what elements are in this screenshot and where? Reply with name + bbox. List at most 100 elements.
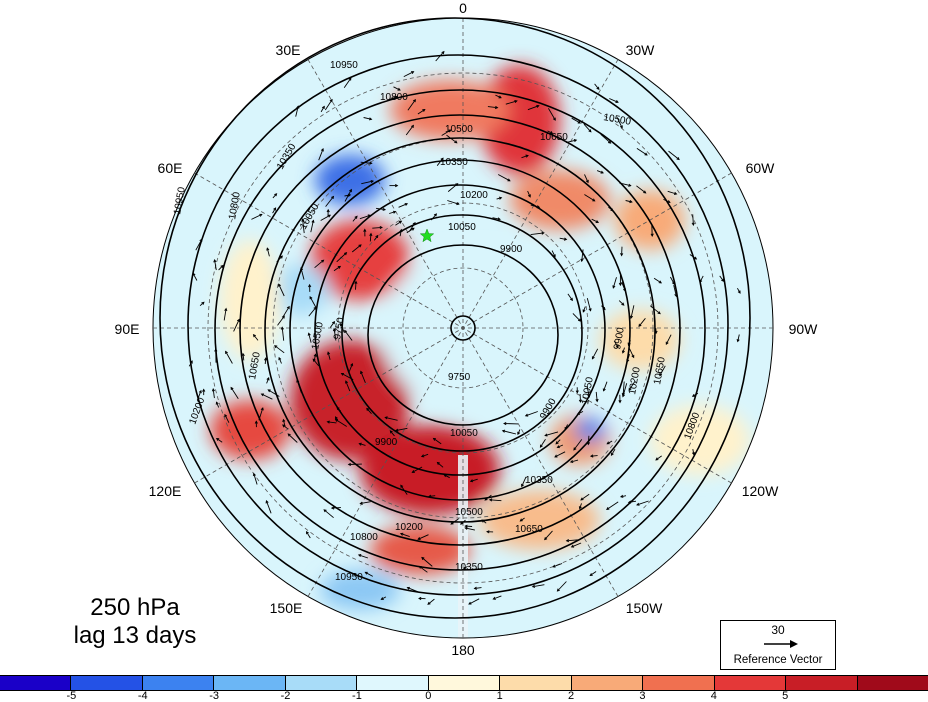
wind-vector-head	[627, 500, 632, 504]
contour-label: 10650	[540, 132, 568, 143]
wind-vector	[527, 190, 531, 198]
wind-vector-head	[569, 459, 574, 464]
wind-vector-head	[343, 252, 348, 256]
wind-vector	[278, 357, 282, 364]
shading-field	[153, 18, 773, 638]
wind-vector-head	[350, 362, 354, 367]
wind-vector-head	[267, 389, 271, 393]
contour-label: 10950	[330, 60, 358, 71]
wind-vector	[360, 501, 371, 505]
wind-vector	[365, 571, 374, 577]
wind-vector	[638, 318, 646, 327]
wind-vector	[359, 214, 371, 220]
wind-vector-head	[260, 407, 264, 411]
wind-vector	[333, 328, 337, 341]
wind-vector	[329, 321, 335, 328]
wind-vector-head	[281, 315, 285, 319]
wind-vector	[551, 250, 556, 257]
wind-vector-head	[347, 193, 352, 197]
wind-vector-head	[619, 494, 624, 498]
wind-vector	[436, 157, 444, 166]
wind-vector-head	[266, 377, 270, 381]
wind-vector	[433, 438, 442, 445]
wind-vector	[302, 219, 305, 234]
wind-vector-head	[433, 213, 438, 217]
wind-vector-head	[606, 506, 610, 511]
wind-vector-head	[514, 99, 518, 104]
green-star-marker	[419, 228, 435, 243]
colorbar-tick-label: 0	[425, 690, 432, 702]
wind-vector-head	[541, 231, 545, 235]
wind-vector-head	[265, 500, 269, 504]
wind-vector-head	[588, 308, 592, 312]
wind-vector	[586, 297, 592, 311]
contour-label: 10500	[310, 321, 326, 351]
wind-vector	[665, 334, 672, 345]
wind-vector-head	[615, 345, 619, 349]
wind-vector	[405, 125, 414, 136]
wind-vector	[649, 305, 661, 315]
wind-vector	[344, 194, 351, 197]
contour-label: 9750	[448, 372, 471, 383]
wind-vector	[437, 462, 444, 468]
wind-vector-head	[462, 566, 467, 570]
wind-vector-head	[358, 244, 362, 248]
contour-label: 10650	[515, 524, 543, 535]
wind-vector	[343, 77, 352, 89]
wind-vector-head	[264, 357, 268, 361]
wind-vector	[277, 315, 285, 326]
contour-label: 10800	[350, 532, 378, 543]
wind-vector	[689, 254, 697, 260]
lon-label-60w: 60W	[745, 160, 775, 176]
wind-vector-head	[484, 497, 488, 501]
wind-vector	[530, 204, 540, 208]
wind-vector-head	[384, 416, 388, 420]
wind-vector	[628, 500, 637, 503]
wind-vector-head	[554, 454, 558, 458]
wind-vector	[584, 174, 589, 183]
colorbar-tick-label: 3	[639, 690, 646, 702]
wind-vector-head	[326, 208, 330, 213]
wind-vector	[589, 571, 597, 576]
wind-vector	[493, 595, 502, 600]
wind-vector-head	[521, 483, 524, 488]
wind-vector-head	[364, 571, 368, 575]
wind-vector	[363, 117, 372, 120]
wind-vector-head	[469, 479, 474, 483]
contour-label: 10500	[455, 507, 483, 518]
wind-vector-head	[215, 401, 219, 405]
wind-vector	[618, 300, 625, 306]
wind-vector	[428, 495, 436, 497]
wind-vector	[521, 155, 529, 159]
wind-vector-head	[595, 220, 600, 223]
wind-vector	[323, 509, 334, 519]
colorbar-tick-label: -5	[66, 690, 77, 702]
wind-vector	[225, 351, 233, 364]
wind-vector-head	[308, 283, 312, 288]
wind-vector-head	[468, 601, 472, 605]
wind-vector-head	[486, 530, 490, 534]
wind-vector-head	[344, 329, 348, 334]
wind-vector	[629, 348, 635, 358]
contour-label: 10500	[602, 112, 632, 128]
wind-vector	[565, 139, 577, 144]
wind-vector-head	[394, 184, 399, 188]
wind-vector-head	[455, 183, 459, 187]
wind-vector	[628, 380, 636, 391]
wind-vector-head	[410, 124, 414, 128]
wind-vector-head	[464, 524, 468, 528]
wind-vector-head	[585, 179, 589, 184]
wind-vector-head	[335, 416, 338, 420]
wind-vector-head	[628, 183, 632, 187]
wind-vector	[358, 554, 369, 559]
wind-vector-head	[659, 373, 663, 377]
wind-vector	[233, 319, 240, 332]
colorbar-tick-label: -3	[209, 690, 220, 702]
wind-vector-head	[224, 413, 228, 418]
contour-label: 10200	[395, 522, 423, 533]
contour-label: 9750	[332, 316, 347, 340]
wind-vector	[616, 117, 623, 129]
wind-vector	[276, 255, 283, 263]
wind-vector-head	[398, 220, 403, 224]
wind-vector	[344, 330, 353, 341]
